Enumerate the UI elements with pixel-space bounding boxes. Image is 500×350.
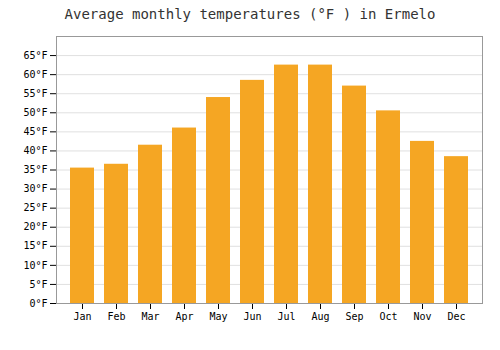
svg-text:Feb: Feb bbox=[107, 311, 125, 322]
svg-text:0°F: 0°F bbox=[29, 298, 47, 309]
svg-text:Dec: Dec bbox=[447, 311, 465, 322]
svg-text:10°F: 10°F bbox=[23, 260, 47, 271]
svg-text:Jan: Jan bbox=[73, 311, 91, 322]
svg-text:Apr: Apr bbox=[175, 311, 193, 322]
html-text:Average monthly temperatures (: Average monthly temperatures (°F ) in Er… bbox=[64, 6, 436, 22]
svg-text:25°F: 25°F bbox=[23, 202, 47, 213]
svg-text:60°F: 60°F bbox=[23, 69, 47, 80]
svg-text:40°F: 40°F bbox=[23, 145, 47, 156]
svg-text:20°F: 20°F bbox=[23, 221, 47, 232]
svg-text:Mar: Mar bbox=[141, 311, 159, 322]
svg-text:50°F: 50°F bbox=[23, 107, 47, 118]
svg-text:35°F: 35°F bbox=[23, 164, 47, 175]
svg-text:5°F: 5°F bbox=[29, 279, 47, 290]
svg-text:55°F: 55°F bbox=[23, 88, 47, 99]
svg-text:45°F: 45°F bbox=[23, 126, 47, 137]
svg-text:Oct: Oct bbox=[379, 311, 397, 322]
svg-text:Jun: Jun bbox=[243, 311, 261, 322]
svg-text:May: May bbox=[209, 311, 227, 322]
svg-text:30°F: 30°F bbox=[23, 183, 47, 194]
svg-text:65°F: 65°F bbox=[23, 50, 47, 61]
svg-text:15°F: 15°F bbox=[23, 240, 47, 251]
svg-text:Nov: Nov bbox=[413, 311, 431, 322]
svg-text:Sep: Sep bbox=[345, 311, 363, 322]
svg-text:Jul: Jul bbox=[277, 311, 295, 322]
svg-text:Aug: Aug bbox=[311, 311, 329, 322]
